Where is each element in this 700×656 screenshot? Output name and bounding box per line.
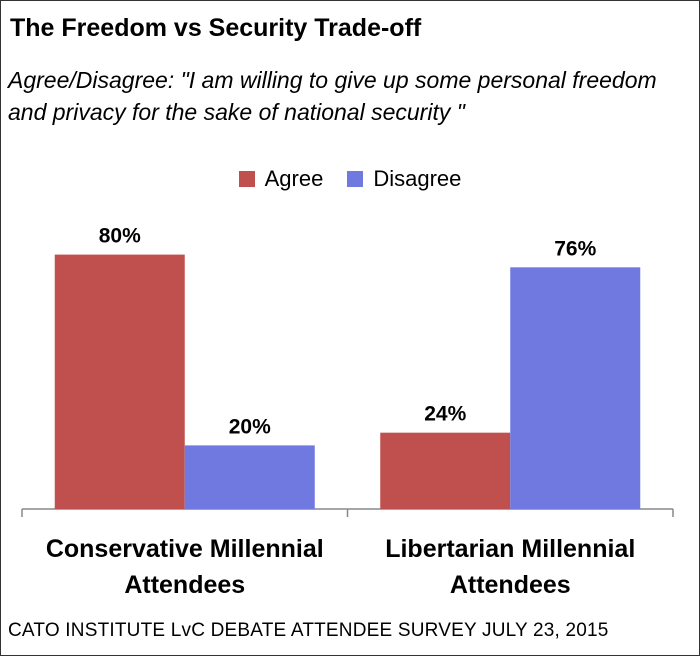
legend: Agree Disagree xyxy=(0,166,700,192)
category-label-0-line-1: Attendees xyxy=(124,571,245,599)
bar-agree-1 xyxy=(380,432,511,509)
legend-label-disagree: Disagree xyxy=(373,166,462,191)
chart-title: The Freedom vs Security Trade-off xyxy=(10,14,422,42)
bar-disagree-0 xyxy=(184,445,315,509)
legend-label-agree: Agree xyxy=(264,166,324,191)
source-note: CATO INSTITUTE LvC DEBATE ATTENDEE SURVE… xyxy=(8,620,609,641)
legend-item-agree: Agree xyxy=(238,166,324,192)
legend-swatch-disagree xyxy=(347,171,364,187)
data-label-agree-1: 24% xyxy=(424,403,466,426)
data-label-agree-0: 80% xyxy=(99,225,141,248)
data-label-disagree-0: 20% xyxy=(229,415,271,438)
category-label-0-line-0: Conservative Millennial xyxy=(46,535,324,563)
bar-disagree-1 xyxy=(510,267,641,509)
legend-item-disagree: Disagree xyxy=(347,166,461,192)
category-label-1-line-1: Attendees xyxy=(450,571,571,599)
legend-swatch-agree xyxy=(238,171,255,187)
category-label-1-line-0: Libertarian Millennial xyxy=(385,535,635,563)
chart-subtitle: Agree/Disagree: "I am willing to give up… xyxy=(8,67,657,125)
data-label-disagree-1: 76% xyxy=(554,237,596,260)
bar-agree-0 xyxy=(54,254,185,509)
